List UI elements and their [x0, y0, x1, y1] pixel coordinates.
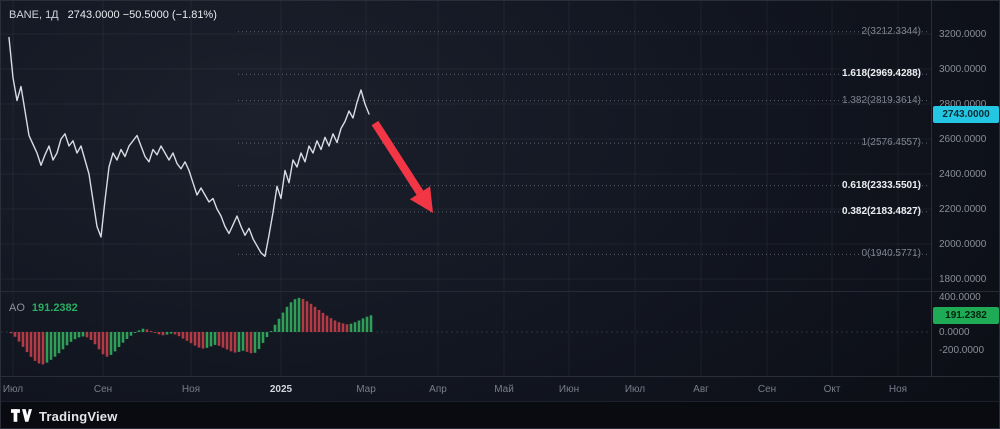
last-price-badge: 2743.0000 [933, 106, 999, 123]
fib-level-label[interactable]: 1.618(2969.4288) [842, 68, 921, 79]
ao-indicator-value: 191.2382 [31, 302, 78, 314]
time-axis-label: Окт [823, 384, 841, 395]
time-axis-label: Апр [429, 384, 447, 395]
axis-tick-label: 2000.0000 [939, 239, 987, 250]
time-axis-label: Июн [558, 384, 580, 395]
time-axis-label: Мар [356, 384, 376, 395]
symbol-values: 2743.0000 −50.5000 (−1.81%) [67, 9, 217, 21]
axis-tick-label: 2200.0000 [939, 204, 987, 215]
fib-level-label[interactable]: 0(1940.5771) [861, 248, 922, 259]
grid-layer [1, 1, 931, 376]
time-axis-label: Сен [93, 384, 113, 395]
axis-tick-label: 3000.0000 [939, 64, 987, 75]
time-axis-label: Ноя [181, 384, 201, 395]
axis-tick-label: -200.0000 [939, 345, 985, 356]
time-axis-label: Авг [693, 384, 709, 395]
time-axis-label: Ноя [888, 384, 908, 395]
fib-level-label[interactable]: 1.382(2819.3614) [842, 95, 921, 106]
symbol-title: BANE, 1Д [9, 9, 59, 21]
symbol-legend[interactable]: BANE, 1Д 2743.0000 −50.5000 (−1.81%) [9, 9, 217, 21]
fib-level-label[interactable]: 1(2576.4557) [861, 137, 922, 148]
time-axis-label: Июл [2, 384, 24, 395]
time-axis-label: Июл [624, 384, 646, 395]
axis-tick-label: 2600.0000 [939, 134, 987, 145]
brand-name: TradingView [39, 408, 118, 424]
fib-level-label[interactable]: 2(3212.3344) [861, 26, 922, 37]
ao-value-badge: 191.2382 [933, 307, 999, 324]
footer-bar: TradingView [1, 401, 999, 428]
price-series-layer [8, 31, 929, 258]
axis-tick-label: 1800.0000 [939, 274, 987, 285]
ao-indicator-legend[interactable]: AO 191.2382 [9, 302, 78, 314]
price-scale-axis[interactable]: 2743.0000 191.2382 3200.0000 3000.0000 280… [931, 1, 999, 376]
axis-tick-label: 0.0000 [939, 327, 970, 338]
ao-indicator-label: AO [9, 302, 25, 314]
tradingview-attribution-link[interactable]: TradingView [1, 409, 118, 424]
time-axis-label: Май [494, 384, 514, 395]
time-scale-axis[interactable]: Июл Сен Ноя 2025 Мар Апр Май Июн Июл Авг Сен Окт Ноя [1, 376, 999, 402]
tradingview-logo-icon [11, 409, 32, 422]
price-pane[interactable]: 2(3212.3344) 1.618(2969.4288) 1.382(2819.3… [1, 1, 931, 291]
awesome-oscillator-pane[interactable]: AO 191.2382 [1, 291, 931, 376]
axis-tick-label: 400.0000 [939, 292, 981, 303]
ao-histogram-layer [1, 297, 931, 365]
time-axis-label: Сен [757, 384, 777, 395]
fib-level-label[interactable]: 0.618(2333.5501) [842, 180, 921, 191]
pane-separator[interactable] [1, 291, 999, 292]
arrow-annotation[interactable] [371, 120, 433, 213]
axis-tick-label: 3200.0000 [939, 29, 987, 40]
axis-tick-label: 2400.0000 [939, 169, 987, 180]
axis-tick-label: 2800.0000 [939, 99, 987, 110]
time-axis-label: 2025 [269, 384, 293, 395]
fib-level-label[interactable]: 0.382(2183.4827) [842, 206, 921, 217]
